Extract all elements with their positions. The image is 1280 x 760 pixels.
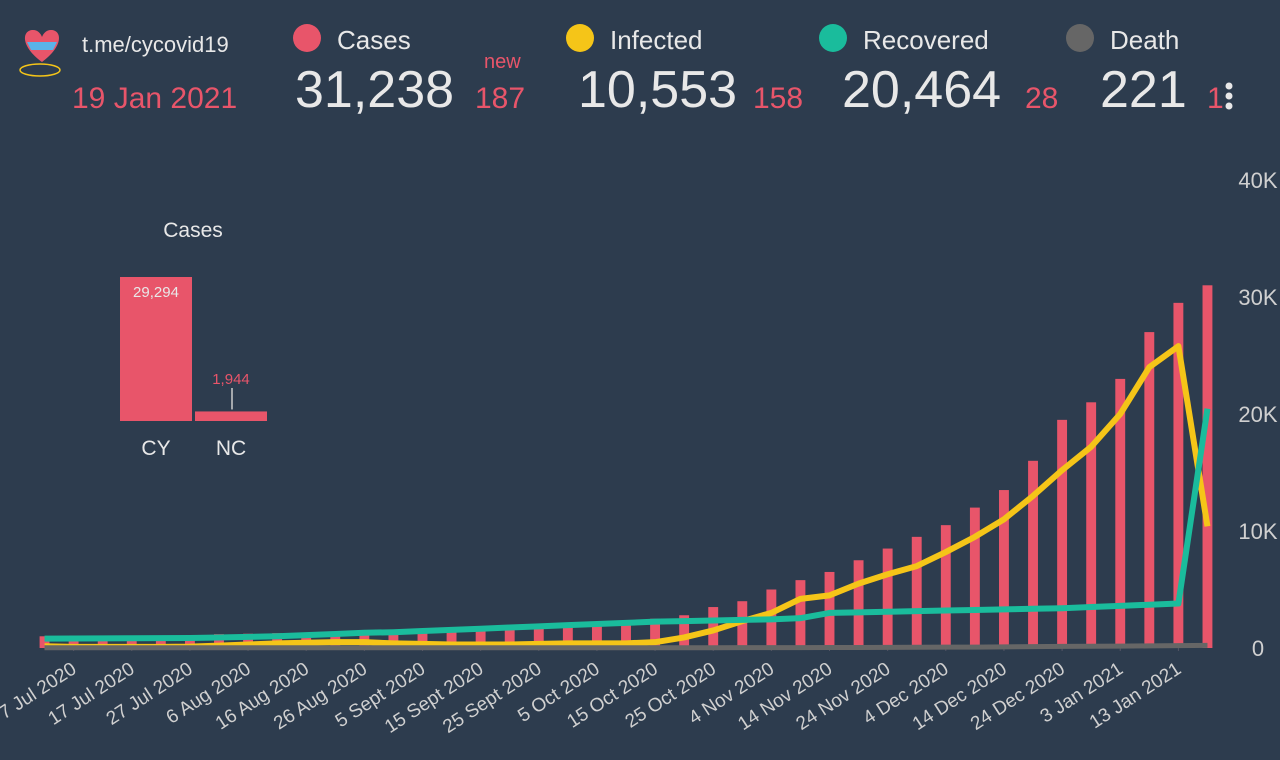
bar — [882, 548, 893, 648]
inset-title: Cases — [163, 219, 223, 242]
bar — [940, 525, 951, 648]
line-recovered — [44, 408, 1211, 642]
legend-dot — [566, 24, 594, 52]
bar — [97, 635, 108, 648]
bar — [1202, 285, 1213, 648]
bar — [795, 580, 806, 648]
bar — [621, 622, 631, 648]
legend-dot — [1066, 24, 1094, 52]
legend-label: Infected — [610, 25, 703, 55]
bar — [533, 628, 544, 648]
bar — [475, 630, 486, 648]
y-tick-label: 40K — [1238, 168, 1277, 193]
bar — [155, 635, 166, 648]
stat-total: 31,238 — [295, 61, 454, 119]
bar — [126, 635, 137, 648]
bar — [446, 630, 457, 648]
bar — [1144, 332, 1155, 648]
bar — [68, 636, 79, 648]
bar — [911, 536, 922, 648]
bar — [243, 633, 253, 648]
y-tick-label: 20K — [1238, 402, 1277, 427]
bar — [1115, 378, 1126, 648]
bar — [999, 490, 1009, 648]
inset-bar — [120, 277, 192, 421]
bar — [1028, 460, 1038, 648]
bar — [417, 630, 428, 648]
stat-new: 1 — [1207, 82, 1224, 115]
bar — [1086, 402, 1097, 648]
stat-new: 28 — [1025, 82, 1058, 115]
legend-label: Death — [1110, 25, 1179, 55]
bar — [679, 615, 690, 648]
bar — [504, 629, 515, 648]
bar — [1173, 302, 1184, 648]
bar — [650, 618, 661, 648]
inset-value-label: 29,294 — [133, 284, 179, 301]
line-infected — [44, 343, 1211, 650]
new-label: new — [484, 51, 521, 73]
bar — [737, 601, 748, 648]
stat-total: 20,464 — [842, 61, 1001, 119]
bar — [39, 636, 50, 648]
stat-new: 158 — [753, 82, 803, 115]
y-tick-label: 10K — [1238, 519, 1277, 544]
stat-total: 10,553 — [578, 61, 737, 119]
inset-x-label: NC — [216, 437, 246, 460]
line-death — [44, 642, 1208, 651]
inset-value-label: 1,944 — [212, 371, 250, 388]
logo — [19, 30, 61, 77]
bar — [184, 635, 195, 648]
bar — [214, 634, 224, 648]
y-tick-label: 0 — [1252, 636, 1264, 661]
stat-total: 221 — [1100, 61, 1187, 119]
legend-label: Cases — [337, 25, 411, 55]
bar — [388, 630, 399, 648]
inset-x-label: CY — [141, 437, 170, 460]
bar — [969, 507, 980, 648]
menu[interactable] — [1225, 82, 1233, 110]
legend-label: Recovered — [863, 25, 989, 55]
bar — [853, 560, 864, 648]
legend-dot — [293, 24, 321, 52]
stat-new: 187 — [475, 82, 525, 115]
channel-link[interactable]: t.me/cycovid19 — [82, 32, 229, 57]
date: 19 Jan 2021 — [72, 82, 237, 115]
legend-dot — [819, 24, 847, 52]
inset-bar — [195, 411, 267, 421]
y-tick-label: 30K — [1238, 285, 1277, 310]
bar — [591, 625, 602, 648]
bar — [562, 626, 573, 648]
bar — [1057, 419, 1068, 648]
